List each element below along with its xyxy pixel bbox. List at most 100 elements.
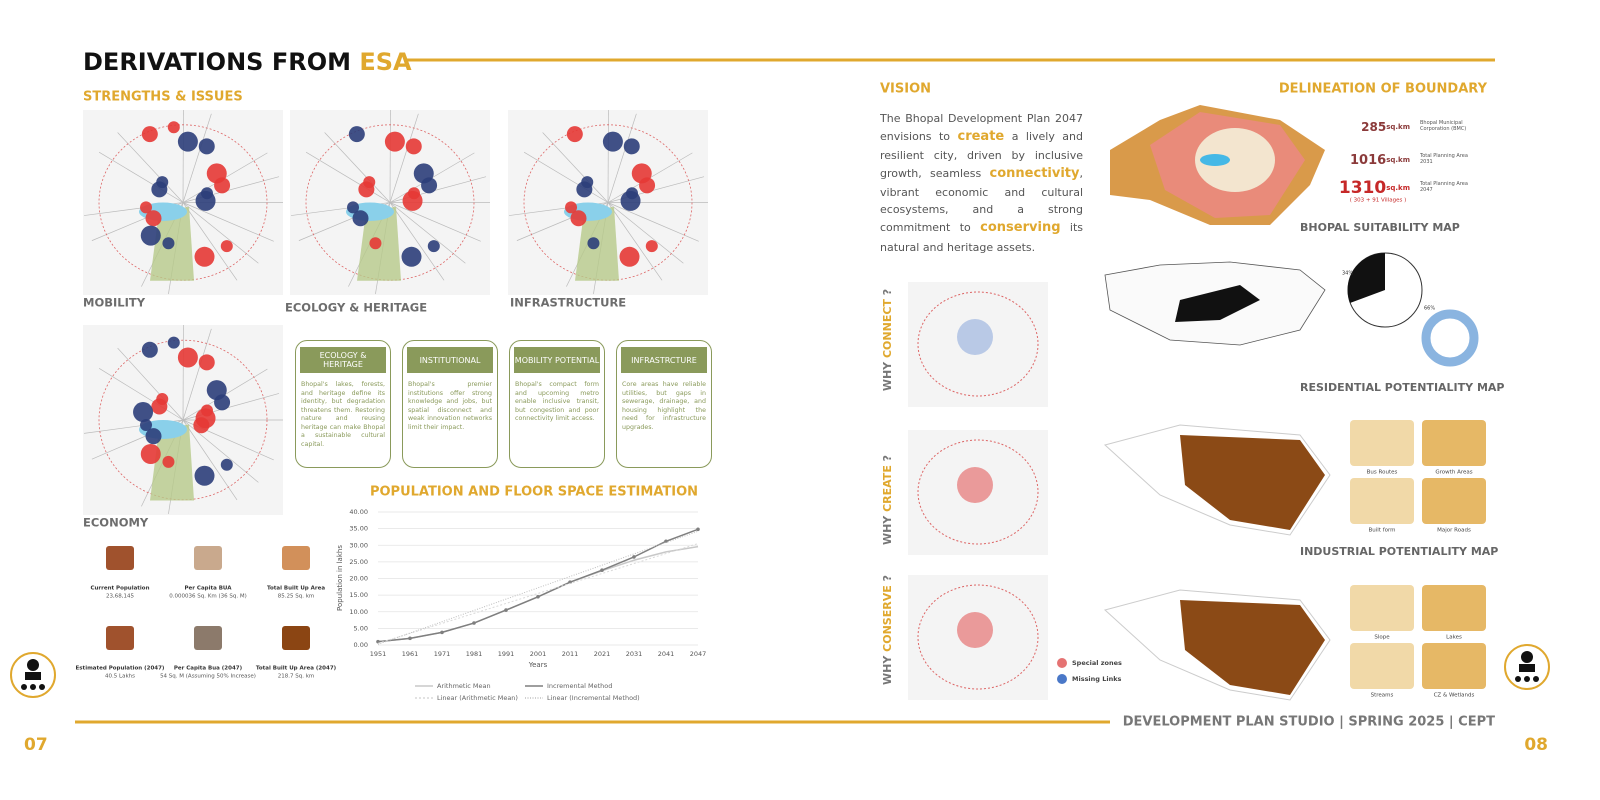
- stat-icon: [194, 626, 222, 650]
- thumb-label: Major Roads: [1437, 528, 1471, 534]
- card-box: INSTITUTIONAL Bhopal's premier institutio…: [402, 340, 498, 468]
- y-tick-label: 10.00: [349, 608, 368, 616]
- legend-swatch: [1057, 658, 1067, 668]
- stat-label: Current Population: [90, 586, 149, 592]
- x-tick-label: 1961: [402, 650, 419, 658]
- issue-marker: [214, 177, 231, 194]
- boundary-label: Total Planning Area 2031: [1420, 153, 1468, 165]
- donut: [1421, 309, 1479, 367]
- chart-title: POPULATION AND FLOOR SPACE ESTIMATION: [370, 485, 698, 500]
- card-title: MOBILITY POTENTIAL: [514, 347, 600, 373]
- x-tick-label: 2047: [690, 650, 707, 658]
- card-box: INFRASTRCTURE Core areas have reliable ut…: [616, 340, 712, 468]
- issue-marker: [566, 126, 583, 143]
- issue-marker: [194, 246, 215, 267]
- y-tick-label: 30.00: [349, 541, 368, 549]
- y-tick-label: 35.00: [349, 525, 368, 533]
- road: [182, 202, 238, 281]
- card-title: INSTITUTIONAL: [407, 347, 493, 373]
- legend-label: Missing Links: [1072, 675, 1122, 683]
- issue-marker: [167, 336, 180, 349]
- thumb-map: [1350, 478, 1414, 524]
- issue-marker: [177, 347, 198, 368]
- legend-label: Incremental Method: [547, 682, 612, 690]
- card-box: MOBILITY POTENTIAL Bhopal's compact form …: [509, 340, 605, 468]
- potentiality-fill: [1180, 600, 1325, 695]
- logo: [1504, 644, 1550, 690]
- issue-marker: [369, 237, 382, 250]
- why-part: ?: [881, 455, 894, 465]
- boundary-unit: sq.km: [1386, 184, 1410, 192]
- boundary-note: ( 303 + 91 Villages ): [1350, 198, 1406, 204]
- road: [389, 202, 445, 281]
- why-label: WHY CONSERVE ?: [881, 575, 894, 685]
- city-map: [290, 109, 490, 295]
- issue-marker: [427, 240, 440, 253]
- y-tick-label: 40.00: [349, 508, 368, 516]
- y-tick-label: 15.00: [349, 591, 368, 599]
- issue-marker: [198, 354, 215, 371]
- page-number: 07: [24, 735, 48, 755]
- issue-marker: [347, 201, 360, 214]
- issue-marker: [177, 131, 198, 152]
- road: [117, 347, 184, 421]
- why-part: ?: [881, 575, 894, 585]
- issue-marker: [421, 177, 438, 194]
- point: [536, 594, 540, 599]
- card: INSTITUTIONAL Bhopal's premier institutio…: [402, 340, 498, 468]
- issue-marker: [162, 237, 175, 250]
- road: [389, 113, 419, 203]
- road: [305, 151, 391, 203]
- issue-marker: [162, 455, 175, 468]
- boundary-number: 1310: [1339, 178, 1386, 198]
- road: [523, 151, 609, 203]
- issue-marker: [141, 341, 158, 358]
- legend-label: Special zones: [1072, 659, 1122, 667]
- why-label: WHY CONNECT ?: [881, 289, 894, 391]
- suitability-black: [1175, 285, 1260, 322]
- road: [607, 202, 684, 264]
- why-part: CONNECT: [881, 299, 894, 358]
- why-ring: [917, 439, 1039, 545]
- point: [504, 608, 508, 612]
- city-map: [83, 109, 283, 295]
- road: [542, 132, 609, 203]
- issue-marker: [620, 190, 641, 211]
- issue-marker: [581, 176, 594, 189]
- city-map: [508, 109, 708, 295]
- potentiality-fill: [1180, 435, 1325, 530]
- card: ECOLOGY & HERITAGE Bhopal's lakes, forest…: [295, 340, 391, 468]
- stat-icon: [282, 626, 310, 650]
- why-part: ?: [881, 289, 894, 299]
- why-part: CONSERVE: [881, 585, 894, 652]
- y-tick-label: 0.00: [354, 641, 368, 649]
- lakes: [1200, 154, 1230, 166]
- issue-marker: [195, 190, 216, 211]
- issue-marker: [141, 126, 158, 143]
- issue-marker: [363, 176, 376, 189]
- road: [182, 202, 259, 264]
- road: [607, 202, 699, 242]
- footer-text: DEVELOPMENT PLAN STUDIO | SPRING 2025 | …: [1123, 715, 1495, 730]
- thumb-label: Built form: [1368, 528, 1395, 534]
- maps: [83, 109, 708, 515]
- vision-text: The Bhopal Development Plan 2047 envisio…: [880, 110, 1083, 256]
- section-title: STRENGTHS & ISSUES: [83, 90, 243, 105]
- issue-marker: [193, 417, 210, 434]
- card-box: ECOLOGY & HERITAGE Bhopal's lakes, forest…: [295, 340, 391, 468]
- stat-value: 0.000036 Sq. Km (36 Sq. M): [169, 594, 246, 600]
- point: [568, 580, 572, 584]
- issue-marker: [639, 177, 656, 194]
- thumb-label: CZ & Wetlands: [1434, 693, 1475, 699]
- road: [182, 113, 212, 203]
- why-ring: [917, 584, 1039, 690]
- card: INFRASTRCTURE Core areas have reliable ut…: [616, 340, 712, 468]
- legend-label: Linear (Incremental Method): [547, 694, 640, 702]
- boundary-label-box: Total Planning Area 2031: [1420, 153, 1468, 165]
- x-tick-label: 1991: [498, 650, 515, 658]
- card-text: Bhopal's lakes, forests, and heritage de…: [301, 381, 385, 448]
- stat-value: 218.7 Sq. km: [278, 674, 315, 680]
- road: [117, 132, 184, 203]
- issue-marker: [384, 131, 405, 152]
- x-axis-label: Years: [528, 661, 548, 669]
